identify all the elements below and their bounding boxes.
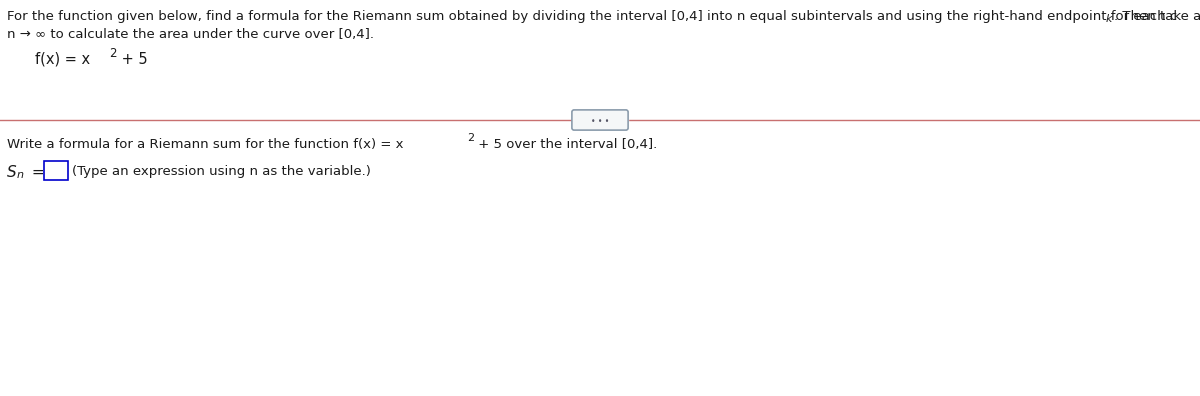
Text: S: S (7, 165, 17, 180)
FancyBboxPatch shape (572, 110, 628, 130)
Text: n → ∞ to calculate the area under the curve over [0,4].: n → ∞ to calculate the area under the cu… (7, 28, 374, 41)
Text: (Type an expression using n as the variable.): (Type an expression using n as the varia… (72, 165, 371, 178)
Text: + 5: + 5 (118, 52, 148, 67)
Text: 2: 2 (109, 47, 116, 60)
FancyBboxPatch shape (572, 110, 628, 130)
Text: k: k (1106, 14, 1112, 24)
Text: For the function given below, find a formula for the Riemann sum obtained by div: For the function given below, find a for… (7, 10, 1177, 23)
Text: 2: 2 (467, 133, 474, 143)
Text: f(x) = x: f(x) = x (35, 52, 90, 67)
Text: • • •: • • • (590, 116, 610, 126)
Text: + 5 over the interval [0,4].: + 5 over the interval [0,4]. (474, 138, 658, 151)
Text: . Then take a limit of this sum as: . Then take a limit of this sum as (1114, 10, 1200, 23)
Text: Write a formula for a Riemann sum for the function f(x) = x: Write a formula for a Riemann sum for th… (7, 138, 403, 151)
FancyBboxPatch shape (44, 161, 68, 180)
Text: =: = (28, 165, 44, 180)
Bar (572, 111, 628, 129)
Text: n: n (17, 170, 24, 180)
